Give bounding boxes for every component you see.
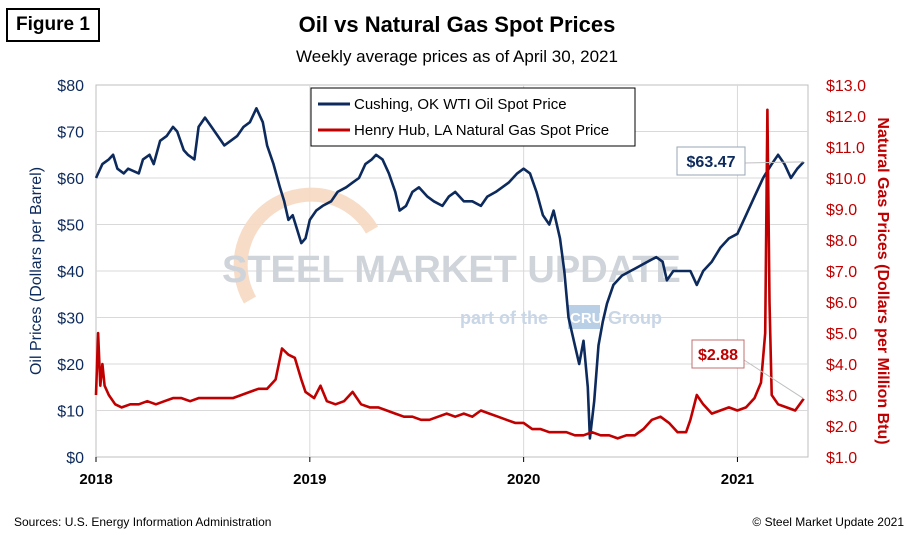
gas-callout-leader [743,359,804,400]
y-axis-title-left: Oil Prices (Dollars per Barrel) [28,167,45,375]
chart-subtitle: Weekly average prices as of April 30, 20… [296,47,618,66]
y-tick-label-left: $80 [57,78,84,95]
y-tick-label-right: $13.0 [826,78,866,95]
y-tick-label-right: $9.0 [826,202,857,219]
y-tick-label-right: $11.0 [826,140,865,157]
figure-label: Figure 1 [6,8,100,42]
y-tick-label-left: $60 [57,171,84,188]
watermark-brand: STEEL MARKET UPDATE [222,249,681,291]
y-tick-label-right: $10.0 [826,171,866,188]
y-tick-label-left: $0 [66,450,84,467]
y-tick-label-left: $20 [57,357,84,374]
watermark-cru-mark: CRU [570,310,603,327]
legend-label-gas: Henry Hub, LA Natural Gas Spot Price [354,122,609,139]
x-tick-label: 2021 [721,471,754,488]
y-tick-label-left: $30 [57,311,84,328]
x-tick-label: 2020 [507,471,540,488]
y-tick-label-right: $7.0 [826,264,857,281]
y-tick-label-right: $8.0 [826,233,857,250]
y-tick-label-right: $6.0 [826,295,857,312]
oil-callout-value: $63.47 [687,154,736,171]
y-tick-label-right: $1.0 [826,450,857,467]
y-axis-title-right: Natural Gas Prices (Dollars per Million … [874,117,891,444]
y-tick-label-left: $40 [57,264,84,281]
source-note: Sources: U.S. Energy Information Adminis… [14,515,272,529]
x-tick-label: 2018 [79,471,112,488]
y-tick-label-right: $3.0 [826,388,857,405]
chart-title: Oil vs Natural Gas Spot Prices [298,12,616,37]
gas-callout-value: $2.88 [698,347,738,364]
oil-callout-leader [744,161,804,164]
y-tick-label-right: $2.0 [826,419,857,436]
y-tick-label-right: $12.0 [826,109,866,126]
oil-callout-box [676,146,746,176]
watermark-tagline-prefix: part of the [460,308,548,328]
y-tick-label-left: $10 [57,404,84,421]
y-tick-label-right: $4.0 [826,357,857,374]
gas-price-line [94,108,805,440]
x-tick-label: 2019 [293,471,326,488]
y-tick-label-right: $5.0 [826,326,857,343]
legend-label-oil: Cushing, OK WTI Oil Spot Price [354,96,567,113]
watermark-tagline-suffix: Group [608,308,662,328]
copyright-note: © Steel Market Update 2021 [752,515,904,529]
y-tick-label-left: $50 [57,218,84,235]
oil-price-line [94,107,805,440]
gas-callout-box [691,339,745,369]
y-tick-label-left: $70 [57,125,84,142]
watermark-swoosh [233,187,379,304]
legend-box [310,87,636,147]
watermark-cru-box [568,305,600,329]
